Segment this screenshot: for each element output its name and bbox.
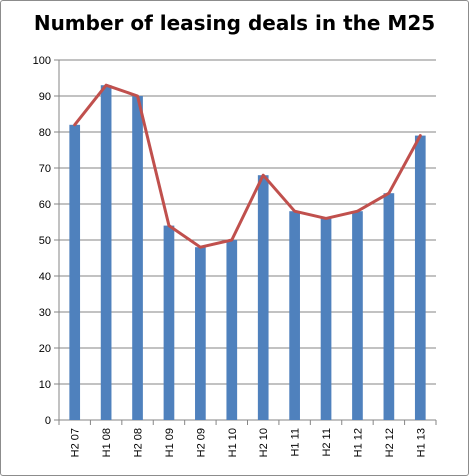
bar [257, 175, 269, 420]
x-tick-label: H2 10 [258, 428, 270, 457]
bar [132, 96, 143, 420]
x-tick-label: H2 11 [321, 428, 333, 457]
y-tick-label: 40 [39, 271, 51, 283]
x-tick-label: H1 13 [415, 428, 427, 457]
y-tick-label: 90 [39, 91, 51, 103]
y-tick-label: 80 [39, 127, 51, 139]
x-tick-label: H1 10 [227, 428, 239, 457]
y-tick-label: 60 [39, 199, 51, 211]
chart-title: Number of leasing deals in the M25 [33, 11, 436, 35]
bar [195, 247, 206, 420]
y-tick-label: 70 [39, 163, 51, 175]
x-tick-label: H2 08 [133, 428, 145, 457]
y-tick-label: 100 [33, 55, 51, 67]
bar [289, 211, 300, 420]
x-tick-label: H1 11 [290, 428, 302, 457]
x-tick-label: H2 09 [195, 428, 207, 457]
bar [383, 193, 395, 420]
x-tick-label: H1 08 [101, 428, 113, 457]
x-tick-label: H1 12 [352, 428, 364, 457]
bar [352, 211, 363, 420]
bar [100, 85, 112, 420]
x-tick-label: H1 09 [164, 428, 176, 457]
bar [163, 225, 175, 420]
x-tick-label: H2 12 [384, 428, 396, 457]
x-tick-label: H2 07 [70, 428, 82, 457]
y-tick-label: 30 [39, 307, 51, 319]
y-tick-label: 20 [39, 343, 51, 355]
bar [414, 135, 426, 420]
y-tick-label: 10 [39, 379, 51, 391]
bar [320, 218, 332, 420]
bar [69, 124, 81, 421]
y-tick-label: 0 [45, 415, 51, 427]
bar [226, 240, 238, 420]
series-line [73, 83, 422, 249]
y-tick-label: 50 [39, 235, 51, 247]
